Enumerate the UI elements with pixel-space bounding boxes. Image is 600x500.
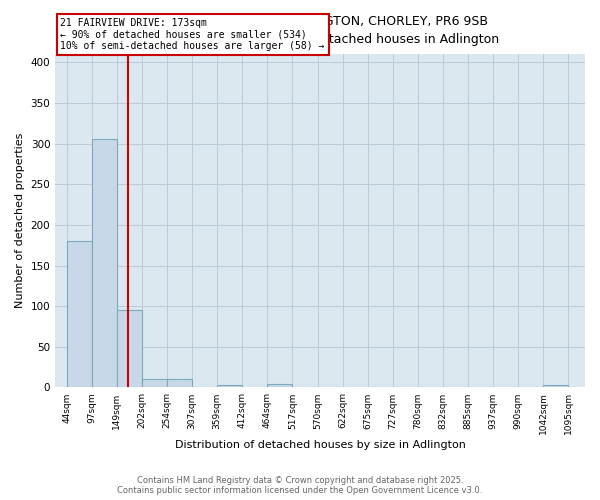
Bar [142,380,167,388]
Bar [543,385,568,388]
Bar [67,241,92,388]
Bar [117,310,142,388]
Text: 21 FAIRVIEW DRIVE: 173sqm
← 90% of detached houses are smaller (534)
10% of semi: 21 FAIRVIEW DRIVE: 173sqm ← 90% of detac… [61,18,325,51]
Y-axis label: Number of detached properties: Number of detached properties [15,133,25,308]
X-axis label: Distribution of detached houses by size in Adlington: Distribution of detached houses by size … [175,440,466,450]
Bar [167,380,192,388]
Bar [92,140,117,388]
Bar [217,385,242,388]
Title: 21, FAIRVIEW DRIVE, ADLINGTON, CHORLEY, PR6 9SB
Size of property relative to det: 21, FAIRVIEW DRIVE, ADLINGTON, CHORLEY, … [142,15,499,46]
Text: Contains HM Land Registry data © Crown copyright and database right 2025.
Contai: Contains HM Land Registry data © Crown c… [118,476,482,495]
Bar [267,384,292,388]
